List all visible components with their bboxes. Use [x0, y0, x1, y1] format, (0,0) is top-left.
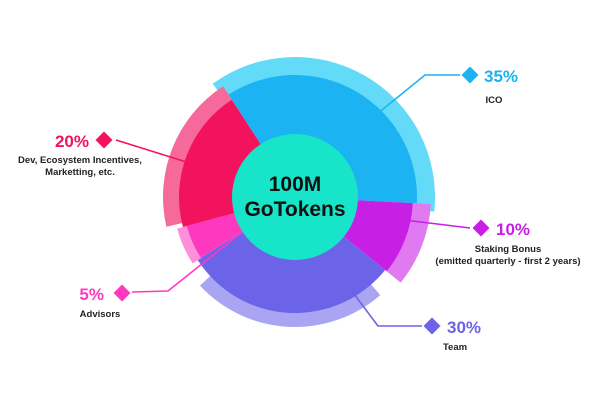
team-label: Team [443, 342, 467, 353]
staking-bonus-percent: 10% [496, 220, 530, 239]
team-outer-band [199, 275, 381, 327]
dev-ecosystem-sublabel: Marketting, etc. [45, 167, 115, 178]
ico-marker-icon [461, 66, 479, 84]
dev-ecosystem-label: Dev, Ecosystem Incentives, [18, 155, 142, 166]
leader-lines [115, 74, 471, 327]
center-label-line2: GoTokens [244, 198, 345, 221]
dev-ecosystem-marker-icon [95, 131, 113, 149]
legend-ico: 35% ICO [461, 66, 518, 106]
advisors-marker-icon [113, 284, 131, 302]
staking-bonus-leader-line [379, 216, 471, 229]
center-circle [232, 134, 358, 260]
ico-leader-line [344, 74, 460, 141]
advisors-leader-line [131, 231, 243, 293]
team-percent: 30% [447, 318, 481, 337]
legend-advisors: 5% Advisors [79, 284, 131, 320]
legend-team: 30% Team [423, 317, 481, 353]
dev-ecosystem-outer-band [163, 86, 233, 227]
dev-ecosystem-leader-line [115, 139, 229, 176]
staking-bonus-marker-icon [472, 219, 490, 237]
legend-dev-ecosystem: 20% Dev, Ecosystem Incentives, Markettin… [18, 131, 142, 178]
advisors-label: Advisors [80, 309, 121, 320]
team-marker-icon [423, 317, 441, 335]
staking-bonus-sublabel: (emitted quarterly - first 2 years) [435, 256, 580, 267]
advisors-outer-band [177, 225, 202, 264]
ico-label: ICO [486, 95, 503, 106]
staking-bonus-label: Staking Bonus [475, 244, 542, 255]
dev-ecosystem-percent: 20% [55, 132, 89, 151]
center-label-line1: 100M [269, 173, 322, 196]
advisors-percent: 5% [79, 285, 104, 304]
ico-percent: 35% [484, 67, 518, 86]
team-leader-line [329, 261, 422, 327]
ico-slice [228, 75, 417, 204]
staking-bonus-outer-band [385, 203, 431, 283]
ico-outer-band [212, 56, 435, 212]
